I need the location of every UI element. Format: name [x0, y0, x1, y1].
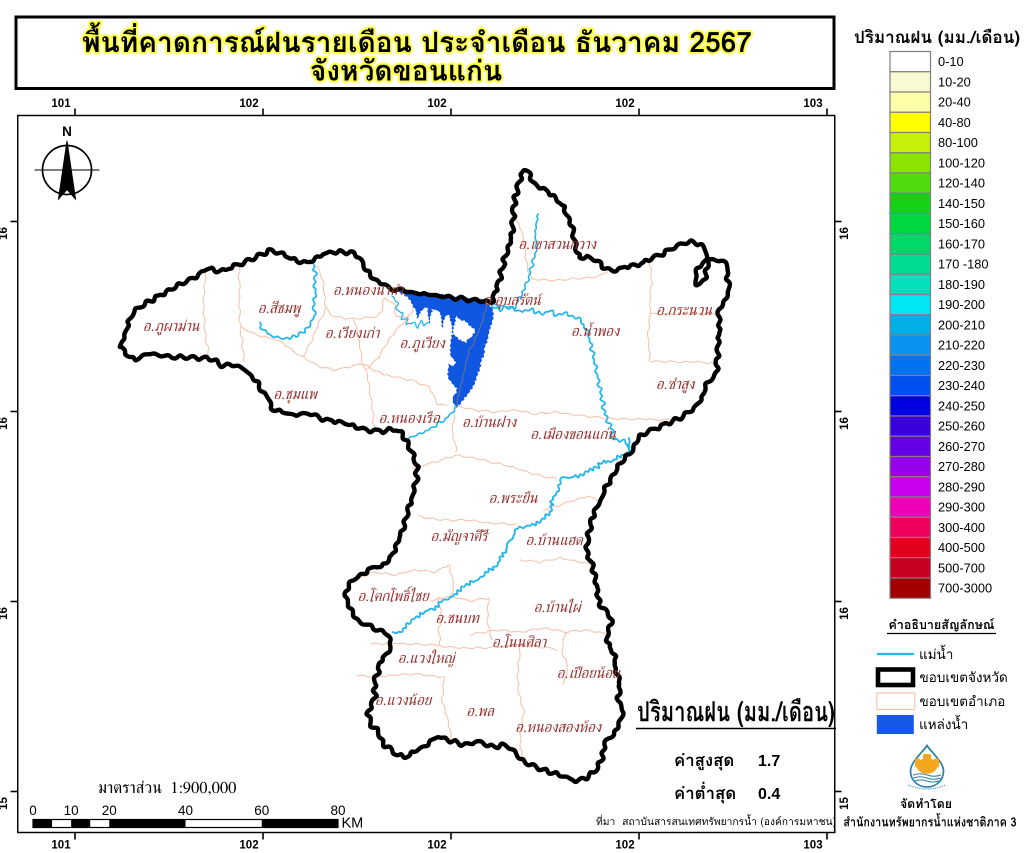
- svg-text:400-500: 400-500: [938, 540, 985, 555]
- svg-text:102: 102: [615, 840, 634, 852]
- svg-text:80: 80: [330, 803, 345, 818]
- svg-text:140-150: 140-150: [938, 196, 985, 211]
- svg-text:210-220: 210-220: [938, 338, 985, 353]
- svg-text:16: 16: [0, 607, 10, 620]
- svg-text:270-280: 270-280: [938, 459, 985, 474]
- svg-text:102: 102: [427, 98, 446, 110]
- svg-text:0.4: 0.4: [758, 786, 780, 803]
- svg-text:20: 20: [102, 803, 117, 818]
- svg-text:700-3000: 700-3000: [938, 581, 992, 596]
- svg-text:100-120: 100-120: [938, 155, 985, 170]
- svg-text:16: 16: [839, 417, 851, 430]
- svg-text:40-80: 40-80: [938, 115, 971, 130]
- svg-text:260-270: 260-270: [938, 439, 985, 454]
- svg-text:102: 102: [239, 840, 258, 852]
- svg-text:500-700: 500-700: [938, 560, 985, 575]
- svg-text:180-190: 180-190: [938, 277, 985, 292]
- svg-text:16: 16: [839, 227, 851, 240]
- svg-text:240-250: 240-250: [938, 398, 985, 413]
- svg-text:102: 102: [427, 840, 446, 852]
- svg-text:0-10: 0-10: [938, 54, 964, 69]
- svg-text:10-20: 10-20: [938, 74, 971, 89]
- svg-text:80-100: 80-100: [938, 135, 978, 150]
- svg-text:0: 0: [29, 803, 37, 818]
- svg-text:60: 60: [254, 803, 269, 818]
- svg-text:N: N: [62, 124, 72, 139]
- svg-text:16: 16: [0, 417, 10, 430]
- svg-text:16: 16: [0, 227, 10, 240]
- svg-text:101: 101: [51, 840, 71, 852]
- svg-text:290-300: 290-300: [938, 500, 985, 515]
- svg-text:280-290: 280-290: [938, 479, 985, 494]
- svg-text:40: 40: [178, 803, 193, 818]
- svg-text:103: 103: [803, 98, 822, 110]
- svg-text:150-160: 150-160: [938, 216, 985, 231]
- svg-text:103: 103: [803, 840, 822, 852]
- svg-text:220-230: 220-230: [938, 358, 985, 373]
- svg-text:160-170: 160-170: [938, 236, 985, 251]
- svg-text:10: 10: [64, 803, 79, 818]
- svg-text:102: 102: [615, 98, 634, 110]
- svg-text:120-140: 120-140: [938, 176, 985, 191]
- svg-text:101: 101: [51, 98, 71, 110]
- svg-text:15: 15: [839, 797, 851, 810]
- svg-text:1.7: 1.7: [758, 753, 780, 770]
- svg-text:102: 102: [239, 98, 258, 110]
- svg-text:190-200: 190-200: [938, 297, 985, 312]
- svg-text:300-400: 300-400: [938, 520, 985, 535]
- svg-text:KM: KM: [342, 816, 364, 832]
- svg-text:20-40: 20-40: [938, 95, 971, 110]
- svg-text:16: 16: [839, 607, 851, 620]
- svg-text:170 -180: 170 -180: [938, 257, 989, 272]
- svg-text:230-240: 230-240: [938, 378, 985, 393]
- svg-text:15: 15: [0, 797, 10, 810]
- svg-text:200-210: 200-210: [938, 317, 985, 332]
- svg-text:250-260: 250-260: [938, 419, 985, 434]
